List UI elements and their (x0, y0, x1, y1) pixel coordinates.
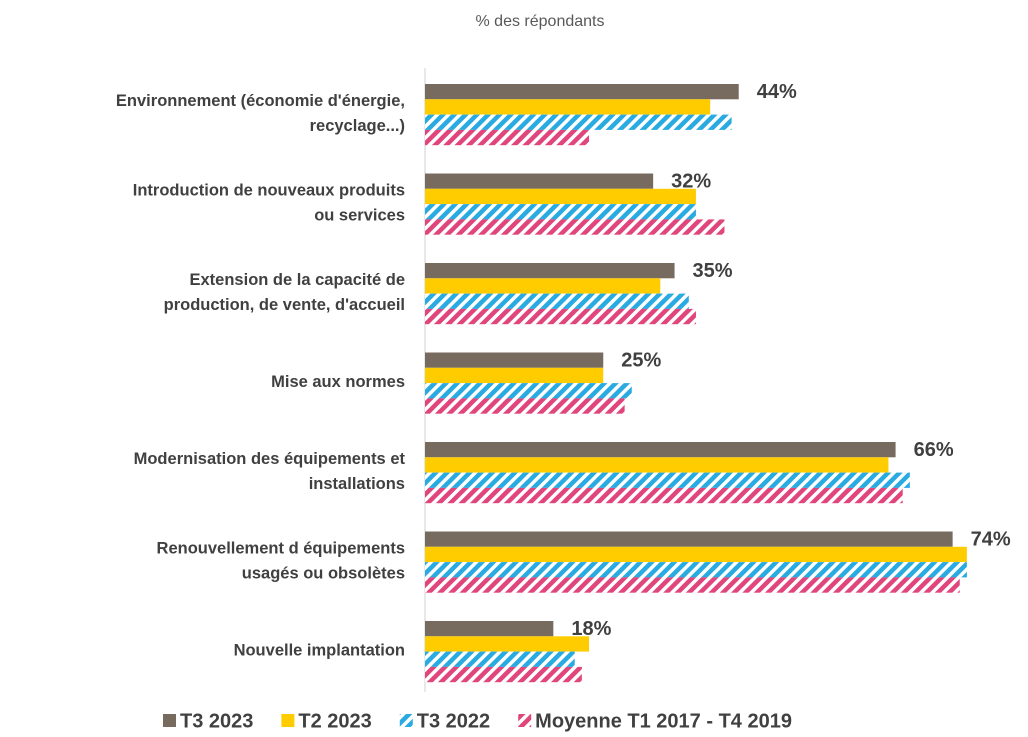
legend: T3 2023 T2 2023 T3 2022 Moyenne T1 2017 - T… (163, 710, 792, 732)
category-label-line: Extension de la capacité de (190, 271, 406, 289)
data-label: 66% (914, 439, 954, 461)
data-label: 25% (621, 349, 661, 371)
bar (425, 651, 575, 667)
bar (425, 531, 953, 547)
data-label: 44% (757, 81, 797, 103)
bar (425, 367, 604, 384)
bar (425, 263, 675, 279)
bar (425, 84, 739, 100)
bar (425, 457, 889, 473)
category-label-line: Environnement (économie d'énergie, (116, 92, 405, 110)
bar (425, 546, 967, 563)
bar (425, 278, 661, 294)
legend-swatch (399, 714, 413, 727)
bar (425, 442, 896, 458)
bar (425, 352, 604, 368)
category-label-line: Renouvellement d équipements (157, 540, 405, 558)
bar (425, 383, 632, 399)
category-label: Modernisation des équipements et installa… (134, 450, 406, 493)
category-label-line: Modernisation des équipements et (134, 450, 406, 468)
category-label-line: Introduction de nouveaux produits (133, 182, 405, 200)
category-label: Extension de la capacité de production, d… (164, 271, 405, 314)
category-label-line: installations (309, 475, 405, 493)
data-label: 18% (571, 618, 611, 640)
bar (425, 204, 696, 220)
bar (425, 472, 910, 488)
data-label: 32% (671, 170, 711, 192)
data-label: 35% (693, 260, 733, 282)
data-label: 74% (971, 528, 1011, 550)
bar (425, 188, 696, 205)
category-label-line: recyclage...) (310, 117, 405, 135)
bar (425, 219, 725, 235)
category-label: Mise aux normes (271, 373, 405, 391)
bar (425, 562, 967, 578)
category-label-line: Nouvelle implantation (234, 642, 405, 660)
bar (425, 293, 689, 309)
category-label-line: production, de vente, d'accueil (164, 296, 405, 314)
bar (425, 129, 589, 146)
bar (425, 398, 625, 414)
legend-swatch (518, 714, 532, 727)
legend-label: Moyenne T1 2017 - T4 2019 (535, 710, 792, 732)
category-label-line: usagés ou obsolètes (242, 565, 405, 583)
legend-label: T3 2023 (180, 710, 253, 732)
bar (425, 308, 696, 325)
legend-label: T2 2023 (298, 710, 371, 732)
bar (425, 173, 654, 189)
legend-swatch (281, 714, 295, 727)
legend-swatch (163, 714, 176, 727)
category-label-line: ou services (314, 207, 405, 225)
bar (425, 621, 554, 637)
category-label: Nouvelle implantation (234, 642, 405, 660)
bar (425, 114, 732, 130)
category-label: Introduction de nouveaux produits ou serv… (133, 182, 405, 225)
bar (425, 487, 903, 504)
legend-label: T3 2022 (417, 710, 490, 732)
bar (425, 636, 589, 652)
chart-subtitle: % des répondants (476, 13, 605, 30)
bar (425, 99, 711, 115)
category-label: Environnement (économie d'énergie, recycl… (116, 92, 405, 135)
bar (425, 666, 582, 683)
category-label-line: Mise aux normes (271, 373, 405, 391)
category-label: Renouvellement d équipements usagés ou ob… (157, 540, 405, 583)
bar (425, 577, 960, 593)
